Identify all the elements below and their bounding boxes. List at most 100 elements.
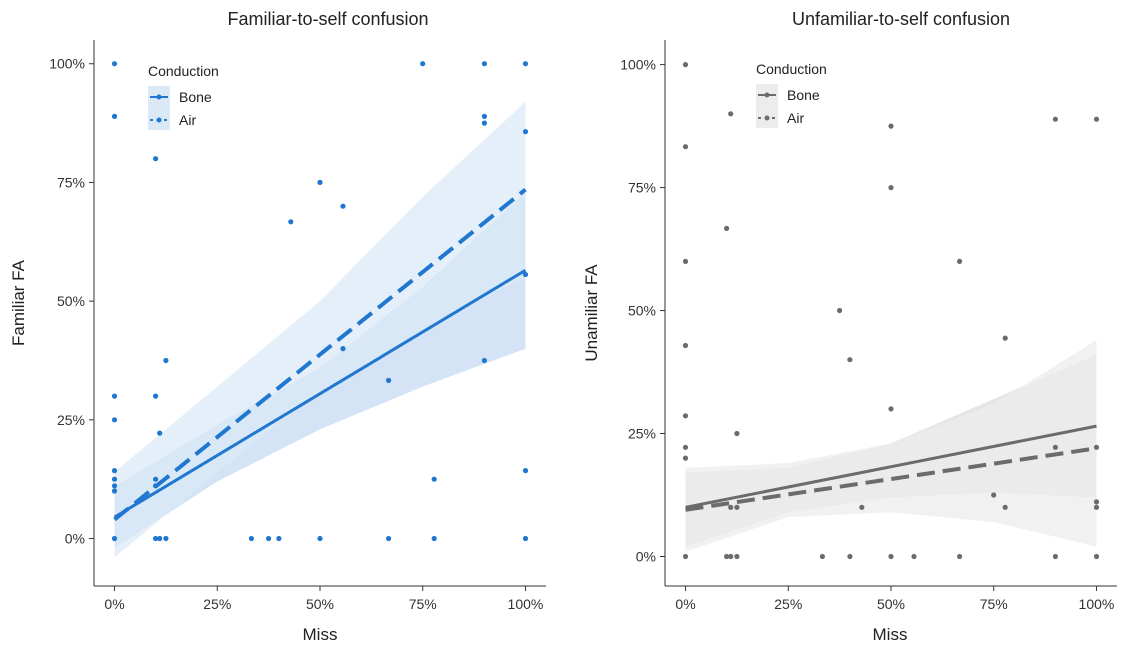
data-point xyxy=(859,504,865,510)
data-point xyxy=(728,111,734,117)
legend: Conduction Bone Air xyxy=(148,63,219,130)
x-axis-title: Miss xyxy=(873,625,908,644)
x-axis-title: Miss xyxy=(303,625,338,644)
data-point xyxy=(1093,499,1100,505)
data-point xyxy=(111,483,118,489)
y-axis-title: Familiar FA xyxy=(9,259,28,346)
data-point xyxy=(522,129,529,135)
plot-area: 0% 25% 50% 75% 100% 0% 25% 50% 75% 100% xyxy=(620,40,1117,612)
data-point xyxy=(991,492,997,498)
x-tick-label: 50% xyxy=(306,596,334,612)
data-point xyxy=(734,553,740,560)
data-point xyxy=(276,535,282,542)
y-tick-label: 100% xyxy=(620,57,656,73)
x-tick-label: 75% xyxy=(980,596,1008,612)
data-point xyxy=(724,553,730,560)
y-tick-label: 25% xyxy=(628,426,656,442)
data-point xyxy=(317,179,323,185)
data-point xyxy=(522,535,529,542)
data-point xyxy=(682,444,689,450)
y-tick-label: 75% xyxy=(57,174,85,190)
y-tick-label: 0% xyxy=(65,531,85,547)
data-point xyxy=(728,553,734,560)
legend-key-point xyxy=(156,94,162,100)
data-point xyxy=(111,61,118,67)
data-point xyxy=(317,535,323,542)
y-tick-label: 75% xyxy=(628,180,656,196)
data-point xyxy=(734,504,740,510)
legend-key-point xyxy=(764,92,770,98)
data-point xyxy=(266,535,272,542)
confidence-band-air xyxy=(685,340,1097,552)
x-tick-label: 100% xyxy=(508,596,544,612)
legend-title: Conduction xyxy=(756,61,827,77)
x-tick-label: 50% xyxy=(877,596,905,612)
data-point xyxy=(157,535,163,542)
data-point xyxy=(888,406,894,412)
data-point xyxy=(847,357,853,363)
data-point xyxy=(522,271,529,278)
data-point xyxy=(248,535,254,542)
data-point xyxy=(724,225,730,231)
data-point xyxy=(386,535,392,542)
data-point xyxy=(1093,444,1100,450)
data-point xyxy=(1002,504,1008,510)
x-tick-label: 25% xyxy=(203,596,231,612)
y-tick-label: 25% xyxy=(57,412,85,428)
data-point xyxy=(1052,444,1058,450)
data-point xyxy=(111,535,118,542)
data-point xyxy=(340,346,346,352)
data-point xyxy=(682,553,689,560)
y-axis-title: Unamiliar FA xyxy=(582,264,601,362)
data-point xyxy=(111,476,118,482)
legend: Conduction Bone Air xyxy=(756,61,827,128)
data-point xyxy=(340,203,346,209)
data-point xyxy=(111,468,118,474)
data-point xyxy=(111,393,118,399)
data-point xyxy=(111,488,118,494)
legend-label-air: Air xyxy=(179,112,196,128)
data-point xyxy=(682,342,689,349)
data-point xyxy=(163,357,169,364)
data-point xyxy=(734,430,740,437)
data-point xyxy=(682,62,689,68)
data-point xyxy=(1052,553,1058,560)
x-tick-label: 0% xyxy=(104,596,124,612)
x-tick-label: 0% xyxy=(675,596,695,612)
data-point xyxy=(888,185,894,191)
data-point xyxy=(1093,553,1100,560)
x-tick-label: 100% xyxy=(1079,596,1115,612)
data-point xyxy=(911,553,917,560)
data-point xyxy=(420,61,426,67)
x-tick-label: 25% xyxy=(774,596,802,612)
chart-title: Familiar-to-self confusion xyxy=(227,9,428,29)
data-point xyxy=(157,430,163,436)
data-point xyxy=(837,307,843,314)
data-point xyxy=(728,504,734,510)
y-tick-label: 0% xyxy=(636,548,656,564)
fit-line-air xyxy=(113,187,527,522)
fit-line-bone xyxy=(113,268,527,519)
data-point xyxy=(111,417,118,423)
data-point xyxy=(888,553,894,560)
data-point xyxy=(153,476,159,482)
unfamiliar-panel: Unfamiliar-to-self confusion Miss Unamil… xyxy=(582,9,1117,644)
data-point xyxy=(1002,335,1008,341)
data-point xyxy=(163,535,169,542)
legend-label-air: Air xyxy=(787,110,804,126)
data-point xyxy=(288,219,294,225)
data-point xyxy=(481,120,487,126)
data-point xyxy=(386,377,392,383)
data-point xyxy=(819,553,826,560)
data-point xyxy=(682,413,689,419)
data-point xyxy=(431,476,437,482)
data-point xyxy=(1093,116,1100,122)
data-point xyxy=(522,61,529,67)
data-point xyxy=(847,553,853,560)
legend-key-background xyxy=(756,84,778,128)
data-point xyxy=(682,144,689,150)
familiar-panel: Familiar-to-self confusion Miss Familiar… xyxy=(9,9,546,644)
data-point xyxy=(153,393,159,399)
data-point xyxy=(481,357,487,364)
